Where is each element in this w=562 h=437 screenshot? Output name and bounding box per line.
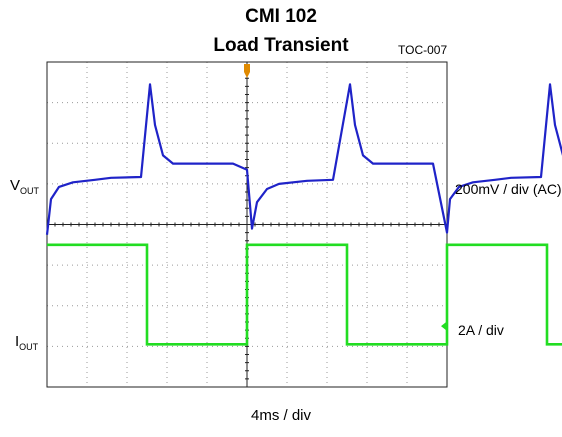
trigger-marker (244, 64, 250, 78)
iout-trace (47, 243, 562, 346)
chart-subtitle: Load Transient (213, 35, 349, 56)
time-scale-label: 4ms / div (250, 407, 311, 424)
markers (244, 64, 446, 331)
vout-label: VOUT (10, 177, 40, 196)
iout-level-marker (441, 322, 446, 331)
traces (45, 83, 562, 346)
iout-label: IOUT (15, 333, 39, 352)
chart-title: CMI 102 (245, 6, 317, 27)
vout-scale-label: 200mV / div (AC) (455, 181, 562, 197)
figure-tag: TOC-007 (398, 43, 448, 57)
vout-trace (45, 83, 562, 235)
iout-scale-label: 2A / div (458, 322, 504, 338)
